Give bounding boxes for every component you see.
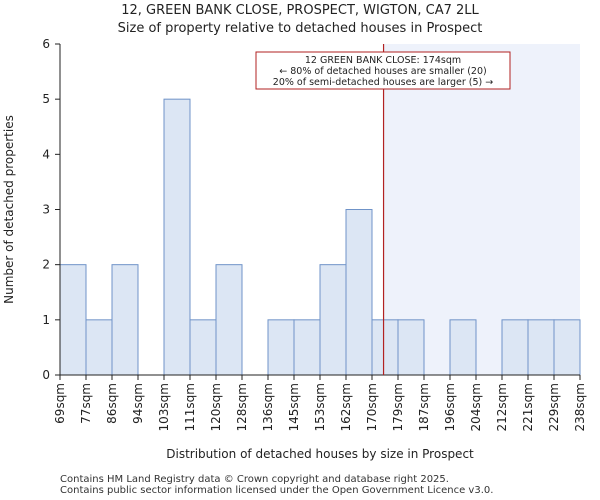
x-tick-label: 179sqm — [391, 383, 405, 431]
y-tick-label: 3 — [42, 203, 50, 217]
y-tick-label: 1 — [42, 313, 50, 327]
y-tick-label: 2 — [42, 258, 50, 272]
chart-subtitle: Size of property relative to detached ho… — [117, 21, 483, 36]
x-tick-label: 94sqm — [131, 383, 145, 424]
chart-title: 12, GREEN BANK CLOSE, PROSPECT, WIGTON, … — [121, 3, 479, 18]
histogram-bar — [397, 319, 425, 376]
annotation-line-2: ← 80% of detached houses are smaller (20… — [279, 66, 486, 77]
histogram-bar — [189, 319, 217, 376]
x-tick-label: 145sqm — [287, 383, 301, 431]
histogram-bar — [85, 319, 113, 376]
histogram-bar — [449, 319, 477, 376]
x-tick-label: 196sqm — [443, 383, 457, 431]
x-tick-label: 111sqm — [183, 383, 197, 431]
x-tick-label: 136sqm — [261, 383, 275, 431]
x-tick-label: 120sqm — [209, 383, 223, 431]
x-tick-label: 128sqm — [235, 383, 249, 431]
x-tick-label: 103sqm — [157, 383, 171, 431]
histogram-bar — [163, 98, 191, 376]
annotation-box — [255, 51, 511, 90]
histogram-bar — [267, 319, 295, 376]
histogram-bar — [59, 264, 87, 376]
histogram-bar — [319, 264, 347, 376]
histogram-bar — [553, 319, 581, 376]
footer-line-2: Contains public sector information licen… — [60, 485, 494, 496]
x-axis-label: Distribution of detached houses by size … — [166, 447, 474, 461]
histogram-bar — [215, 264, 243, 376]
x-tick-label: 162sqm — [339, 383, 353, 431]
x-tick-label: 86sqm — [105, 383, 119, 424]
annotation-line-3: 20% of semi-detached houses are larger (… — [273, 77, 493, 88]
x-tick-label: 69sqm — [53, 383, 67, 424]
x-tick-label: 204sqm — [469, 383, 483, 431]
x-tick-label: 238sqm — [573, 383, 587, 431]
y-tick-label: 6 — [42, 37, 50, 51]
footer-line-1: Contains HM Land Registry data © Crown c… — [60, 474, 449, 485]
annotation-line-1: 12 GREEN BANK CLOSE: 174sqm — [305, 55, 461, 66]
x-tick-label: 153sqm — [313, 383, 327, 431]
histogram-bar — [345, 209, 373, 376]
x-tick-label: 170sqm — [365, 383, 379, 431]
y-tick-label: 5 — [42, 92, 50, 106]
y-tick-label: 0 — [42, 368, 50, 382]
histogram-bar — [371, 319, 399, 376]
histogram-bar — [111, 264, 139, 376]
x-tick-label: 187sqm — [417, 383, 431, 431]
x-tick-label: 221sqm — [521, 383, 535, 431]
y-tick-label: 4 — [42, 147, 50, 161]
histogram-bar — [293, 319, 321, 376]
histogram-bar — [527, 319, 555, 376]
y-axis-label: Number of detached properties — [2, 115, 16, 304]
x-tick-label: 77sqm — [79, 383, 93, 424]
x-tick-label: 229sqm — [547, 383, 561, 431]
histogram-bar — [501, 319, 529, 376]
x-tick-label: 212sqm — [495, 383, 509, 431]
